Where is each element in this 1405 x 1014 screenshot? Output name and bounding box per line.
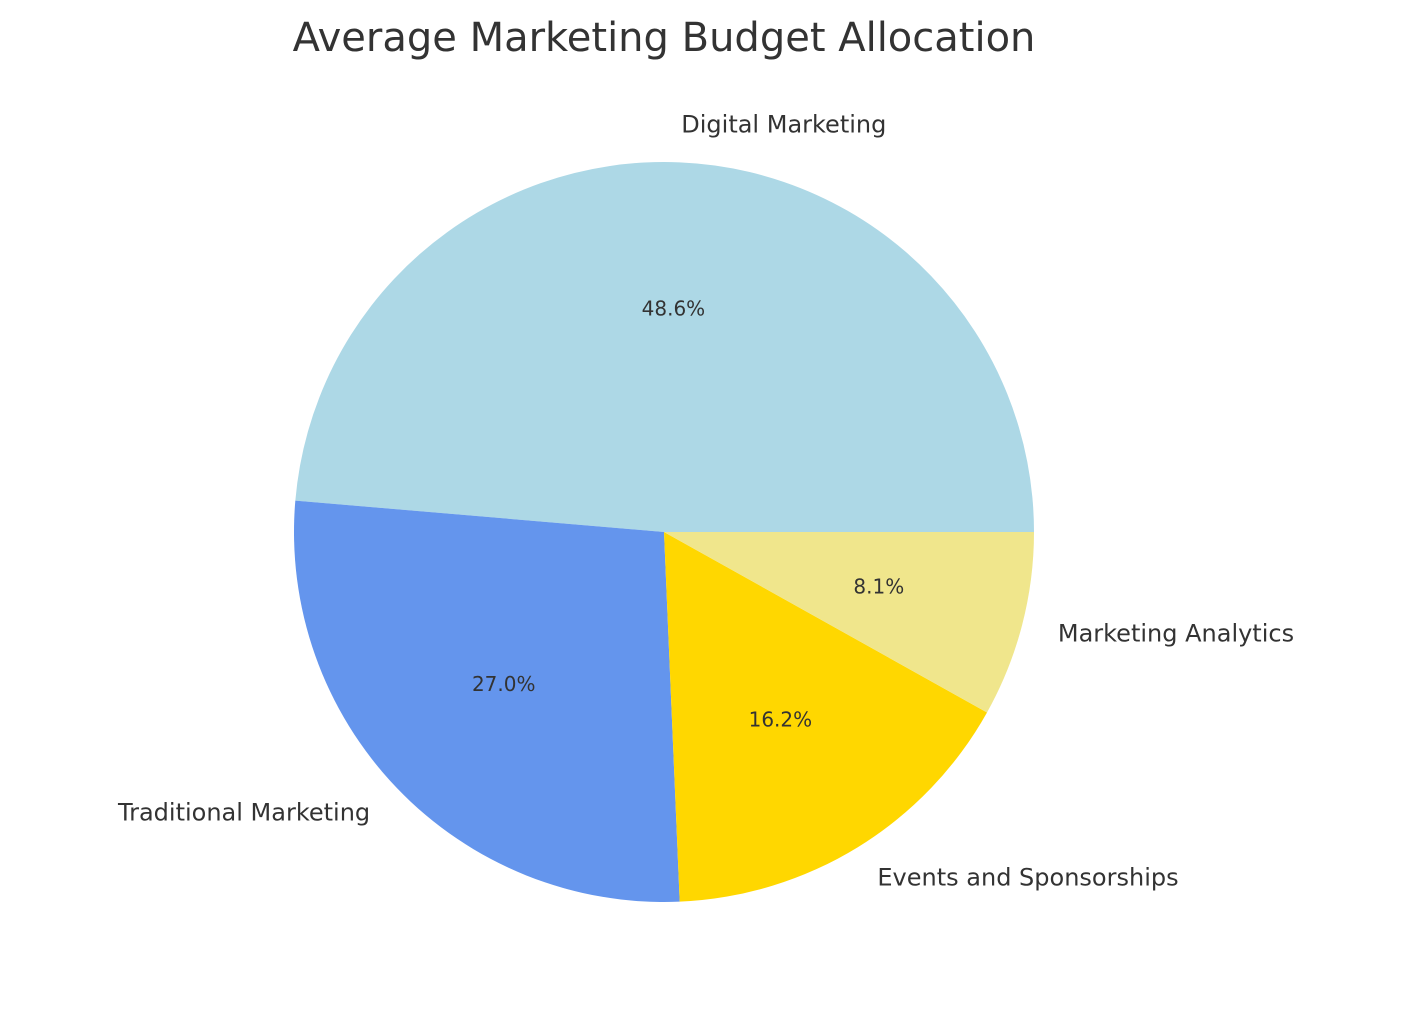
value-label: 16.2%: [749, 708, 813, 732]
value-label: 8.1%: [853, 574, 904, 598]
pie-slice: [664, 532, 988, 902]
pie-slice: [293, 500, 680, 902]
slice-label: Marketing Analytics: [1058, 620, 1294, 648]
pie-slice: [295, 161, 1035, 532]
slice-label: Digital Marketing: [681, 110, 886, 138]
value-label: 48.6%: [642, 297, 706, 321]
value-label: 27.0%: [472, 672, 536, 696]
slice-label: Traditional Marketing: [117, 799, 370, 827]
slice-label: Events and Sponsorships: [877, 864, 1178, 892]
pie-slice: [664, 532, 1035, 713]
chart-title: Average Marketing Budget Allocation: [293, 15, 1036, 61]
